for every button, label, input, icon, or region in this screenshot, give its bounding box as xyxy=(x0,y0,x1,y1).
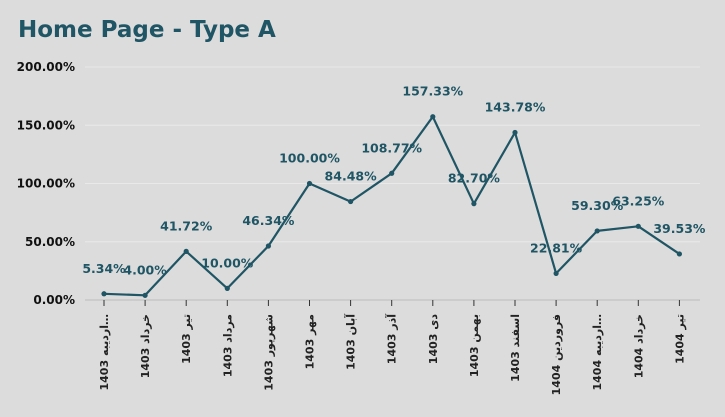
data-label: 143.78% xyxy=(485,99,546,114)
data-label: 82.70% xyxy=(448,171,501,186)
data-point[interactable] xyxy=(389,170,395,176)
data-point[interactable] xyxy=(512,129,518,136)
data-point[interactable] xyxy=(306,180,313,187)
x-tick-label: 1403 اسفند xyxy=(509,314,522,382)
data-label: 100.00% xyxy=(279,151,340,166)
data-label: 108.77% xyxy=(361,140,422,155)
data-point[interactable] xyxy=(348,198,354,205)
y-axis-ticks: 0.00% 50.00% 100.00% 150.00% 200.00% xyxy=(17,60,75,307)
data-label: 5.34% xyxy=(82,261,126,276)
x-tick-label: 1403 مرداد xyxy=(221,314,234,377)
x-tick-label: 1404 فروردین xyxy=(550,314,563,395)
data-point[interactable] xyxy=(265,243,271,249)
data-label: 39.53% xyxy=(653,221,706,236)
x-tick-label: 1403 اردیبه… xyxy=(98,314,111,391)
data-label: 46.34% xyxy=(242,213,295,228)
data-labels: 5.34%4.00% 41.72% 10.00% 46.34% 100.00% 84.48… xyxy=(82,84,706,278)
x-tick-label: 1404 اردیبه… xyxy=(591,314,604,391)
data-point[interactable] xyxy=(142,292,148,298)
x-tick-label: 1404 خرداد xyxy=(632,314,645,378)
x-tick-label: 1403 مهر xyxy=(304,314,317,369)
data-point[interactable] xyxy=(553,270,559,277)
x-tick-label: 1403 دی xyxy=(427,314,440,365)
data-point[interactable] xyxy=(183,248,189,254)
x-tick-label: 1404 تیر xyxy=(673,314,686,364)
data-point[interactable] xyxy=(635,223,641,229)
y-tick-label: 0.00% xyxy=(33,293,75,307)
data-point[interactable] xyxy=(594,228,600,234)
x-axis-ticks: 1403 اردیبه… 1403 خرداد 1403 تیر 1403 مرداد… xyxy=(98,300,686,395)
x-tick-label: 1403 شهریور xyxy=(262,314,275,391)
x-tick-label: 1403 بهمن xyxy=(468,314,481,377)
y-tick-label: 50.00% xyxy=(25,235,75,249)
data-point[interactable] xyxy=(101,291,107,297)
data-label: 63.25% xyxy=(612,193,665,208)
chart-title: Home Page - Type A xyxy=(18,17,276,43)
data-label: 41.72% xyxy=(160,218,213,233)
data-label: 10.00% xyxy=(201,255,254,270)
data-point[interactable] xyxy=(676,251,683,257)
x-tick-label: 1403 آذر xyxy=(385,314,399,364)
data-point[interactable] xyxy=(224,285,230,291)
data-label: 4.00% xyxy=(123,262,167,277)
data-point[interactable] xyxy=(430,114,436,120)
x-tick-label: 1403 تیر xyxy=(180,314,193,364)
x-tick-label: 1403 خرداد xyxy=(139,314,152,378)
gridlines xyxy=(85,66,700,301)
y-tick-label: 100.00% xyxy=(17,177,75,191)
data-label: 84.48% xyxy=(325,169,378,184)
x-tick-label: 1403 آبان xyxy=(344,314,358,370)
y-tick-label: 150.00% xyxy=(17,118,75,132)
data-label: 59.30% xyxy=(571,198,624,213)
data-points xyxy=(101,114,683,298)
data-label: 157.33% xyxy=(402,84,463,99)
data-point[interactable] xyxy=(471,201,477,207)
data-label: 22.81% xyxy=(530,240,583,255)
y-tick-label: 200.00% xyxy=(17,60,75,74)
